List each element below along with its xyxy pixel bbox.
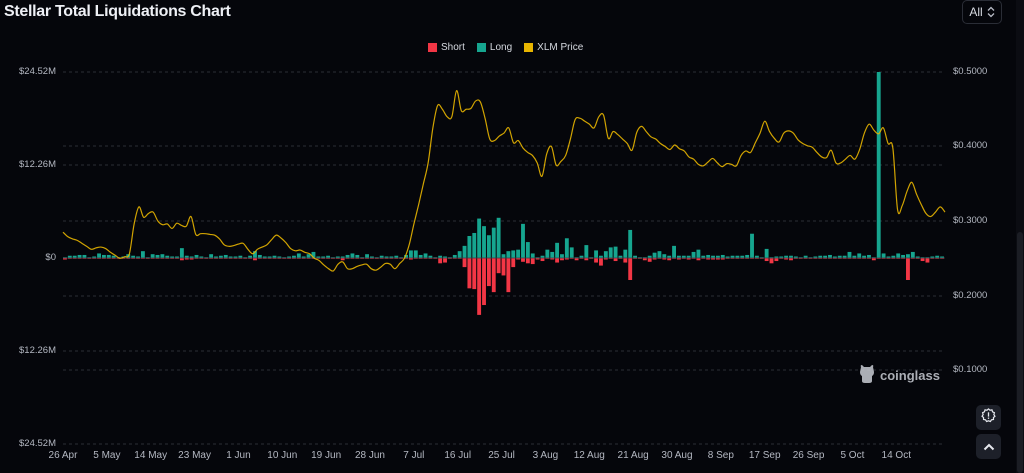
page-scrollbar[interactable]	[1016, 0, 1024, 473]
page-title: Stellar Total Liquidations Chart	[4, 3, 231, 20]
alert-badge-icon	[981, 407, 996, 428]
x-axis-tick: 7 Jul	[403, 450, 425, 461]
chevron-up-down-icon	[987, 6, 995, 18]
scroll-top-button[interactable]	[976, 434, 1001, 459]
x-axis-tick: 16 Jul	[444, 450, 472, 461]
x-axis-tick: 5 May	[93, 450, 121, 461]
x-axis-tick: 14 Oct	[881, 450, 911, 461]
x-axis-tick: 12 Aug	[573, 450, 605, 461]
coinglass-logo-icon	[858, 364, 876, 387]
x-axis-tick: 21 Aug	[617, 450, 649, 461]
x-axis-tick: 26 Apr	[48, 450, 78, 461]
chevron-up-icon	[983, 438, 995, 456]
right-axis-tick: $0.1000	[953, 364, 988, 375]
legend-label: XLM Price	[537, 42, 584, 53]
x-axis-tick: 17 Sep	[748, 450, 781, 461]
left-axis-tick: $24.52M	[19, 66, 56, 77]
x-axis-tick: 30 Aug	[661, 450, 693, 461]
left-axis-tick: $12.26M	[19, 159, 56, 170]
left-axis-tick: $12.26M	[19, 345, 56, 356]
x-axis-tick: 25 Jul	[488, 450, 515, 461]
right-axis-tick: $0.2000	[953, 290, 988, 301]
x-axis-tick: 8 Sep	[707, 450, 734, 461]
x-axis-tick: 26 Sep	[792, 450, 825, 461]
legend-item-short[interactable]: Short	[428, 42, 465, 53]
right-axis-tick: $0.3000	[953, 215, 988, 226]
chart-legend: Short Long XLM Price	[428, 42, 583, 53]
legend-label: Long	[489, 42, 513, 53]
right-axis-tick: $0.5000	[953, 66, 988, 77]
x-axis-tick: 19 Jun	[311, 450, 342, 461]
long-swatch-icon	[476, 43, 486, 52]
scrollbar-thumb[interactable]	[1017, 232, 1023, 473]
right-axis-tick: $0.4000	[953, 140, 988, 151]
range-select-value: All	[969, 5, 983, 19]
x-axis-tick: 3 Aug	[532, 450, 559, 461]
x-axis-tick: 23 May	[178, 450, 211, 461]
watermark-text: coinglass	[880, 368, 940, 383]
alert-button[interactable]	[976, 405, 1001, 430]
range-select[interactable]: All	[962, 0, 1002, 24]
left-axis-tick: $24.52M	[19, 438, 56, 449]
x-axis-tick: 14 May	[134, 450, 168, 461]
short-swatch-icon	[428, 43, 437, 52]
coinglass-watermark: coinglass	[858, 364, 940, 387]
legend-item-long[interactable]: Long	[476, 42, 513, 53]
x-axis-tick: 5 Oct	[840, 450, 865, 461]
legend-item-xlm-price[interactable]: XLM Price	[524, 42, 583, 53]
x-axis-tick: 1 Jun	[226, 450, 251, 461]
left-axis-tick: $0	[45, 252, 56, 263]
price-swatch-icon	[524, 43, 534, 52]
x-axis-tick: 10 Jun	[267, 450, 298, 461]
legend-label: Short	[441, 42, 465, 53]
x-axis-tick: 28 Jun	[354, 450, 385, 461]
